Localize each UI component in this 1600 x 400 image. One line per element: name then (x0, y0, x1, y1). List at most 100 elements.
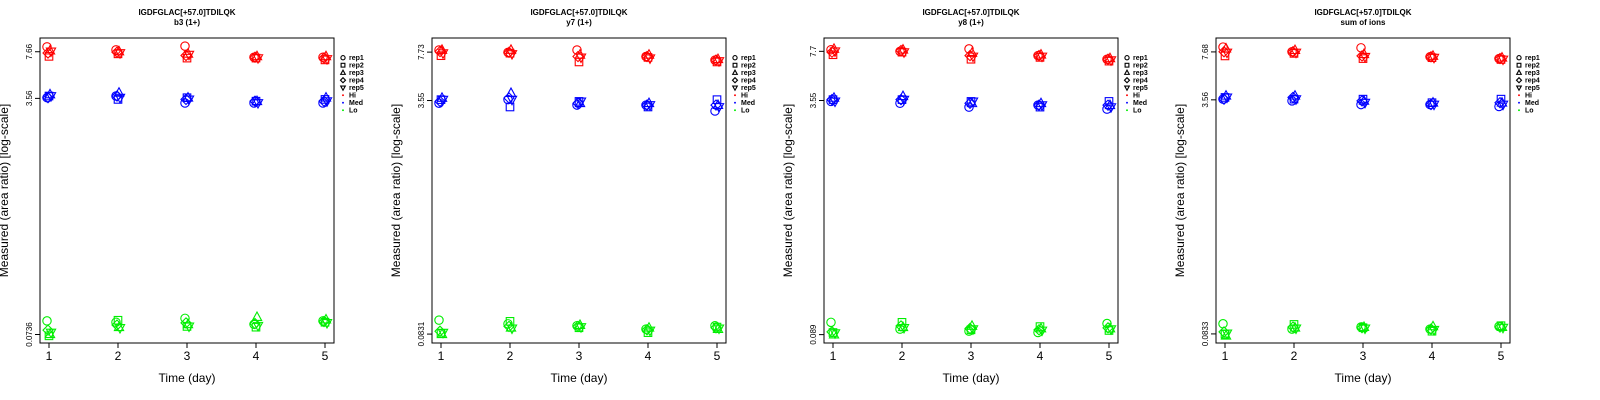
x-tick-label: 1 (830, 349, 837, 363)
x-tick-label: 1 (438, 349, 445, 363)
data-point-med-rep2 (1496, 94, 1506, 104)
legend-label-rep5: rep5 (1525, 85, 1540, 92)
data-point-lo-rep4 (964, 322, 976, 335)
data-point-med-rep4 (318, 95, 330, 108)
legend-label-rep2: rep2 (1525, 63, 1540, 70)
data-point-lo-rep5 (575, 323, 587, 334)
data-point-med-rep3 (1289, 89, 1301, 100)
data-point-med-rep5 (1428, 100, 1440, 111)
data-point-med-rep5 (1359, 98, 1371, 109)
data-point-hi-rep5 (437, 49, 449, 60)
data-point-hi-rep5 (1428, 53, 1440, 64)
data-point-med-rep4 (503, 92, 515, 104)
data-point-lo-rep3 (320, 313, 332, 324)
data-point-lo-rep5 (1359, 324, 1371, 335)
data-point-lo-rep5 (321, 319, 333, 330)
y-tick-label: 3.55 (809, 92, 818, 108)
x-tick-label: 2 (899, 349, 906, 363)
legend-label-lo: Lo (349, 108, 358, 115)
data-point-lo-rep3 (828, 328, 840, 339)
legend-label-hi: Hi (1525, 93, 1532, 100)
data-point-hi-rep4 (1287, 45, 1299, 58)
data-point-hi-rep5 (1036, 52, 1048, 63)
data-point-med-rep5 (45, 92, 57, 103)
data-point-lo-rep5 (114, 324, 126, 335)
chart-title: IGDFGLAC[+57.0]TDILQK (138, 8, 235, 17)
data-point-med-rep2 (505, 102, 515, 112)
legend-marker-hi (1126, 94, 1128, 97)
data-point-hi-rep5 (575, 53, 587, 64)
legend-marker-hi (342, 94, 344, 97)
legend-marker-rep2 (1124, 62, 1130, 68)
data-point-hi-rep5 (252, 54, 264, 65)
data-point-med-rep3 (1427, 96, 1439, 107)
data-point-lo-rep5 (1290, 324, 1302, 335)
x-axis-label: Time (day) (159, 371, 216, 385)
data-point-lo-rep4 (1033, 323, 1045, 336)
data-point-hi-rep5 (45, 47, 57, 58)
data-point-hi-rep1 (180, 41, 190, 51)
legend-marker-rep4 (1515, 76, 1523, 84)
data-point-med-rep4 (42, 91, 54, 104)
x-tick-label: 1 (1222, 349, 1229, 363)
legend-label-rep5: rep5 (1133, 85, 1148, 92)
legend-marker-rep3 (1123, 69, 1131, 75)
legend-marker-rep4 (1123, 76, 1131, 84)
data-point-hi-rep3 (505, 43, 517, 54)
legend-marker-lo (1518, 109, 1520, 112)
data-point-med-rep5 (644, 101, 656, 112)
x-tick-label: 2 (115, 349, 122, 363)
legend-marker-rep5 (731, 85, 739, 92)
data-point-hi-rep3 (643, 48, 655, 59)
data-point-med-rep4 (1033, 99, 1045, 111)
legend-label-med: Med (349, 100, 363, 107)
chart-subtitle: y7 (1+) (566, 18, 592, 27)
chart-title: IGDFGLAC[+57.0]TDILQK (530, 8, 627, 17)
chart-subtitle: y8 (1+) (958, 18, 984, 27)
data-point-lo-rep3 (966, 319, 978, 330)
legend-label-lo: Lo (741, 108, 750, 115)
legend-label-hi: Hi (349, 93, 356, 100)
x-tick-label: 3 (968, 349, 975, 363)
data-point-lo-rep5 (45, 328, 57, 339)
data-point-hi-rep4 (249, 51, 261, 64)
data-point-hi-rep4 (1102, 53, 1114, 66)
data-point-med-rep3 (1035, 97, 1047, 108)
legend-marker-rep3 (1515, 69, 1523, 75)
x-tick-label: 1 (46, 349, 53, 363)
plot-frame (823, 37, 1119, 344)
data-point-hi-rep4 (318, 52, 330, 64)
legend-marker-med (1126, 101, 1128, 104)
data-point-lo-rep4 (1425, 323, 1437, 335)
data-point-med-rep4 (1218, 93, 1230, 105)
data-point-med-rep4 (1425, 98, 1437, 111)
legend-marker-rep5 (1123, 85, 1131, 92)
data-point-lo-rep4 (180, 317, 192, 329)
data-point-med-rep5 (967, 97, 979, 108)
legend-marker-rep2 (1516, 62, 1522, 68)
legend-marker-rep4 (339, 76, 347, 84)
legend-marker-med (342, 101, 344, 104)
x-tick-label: 5 (1498, 349, 1505, 363)
data-point-lo-rep5 (1497, 323, 1509, 334)
data-point-hi-rep4 (1356, 50, 1368, 62)
legend-label-rep4: rep4 (349, 78, 364, 85)
plot-frame (1215, 37, 1511, 344)
y-tick-label: 3.56 (25, 90, 34, 106)
x-tick-label: 4 (1429, 349, 1436, 363)
data-point-med-rep5 (829, 97, 841, 108)
data-point-hi-rep5 (114, 49, 126, 60)
x-tick-label: 2 (1291, 349, 1298, 363)
legend-marker-med (1518, 101, 1520, 104)
legend-label-rep2: rep2 (1133, 63, 1148, 70)
data-point-hi-rep5 (1105, 56, 1117, 67)
legend-marker-rep1 (1124, 55, 1130, 61)
data-point-lo-rep4 (641, 323, 653, 336)
data-point-hi-rep4 (42, 47, 54, 59)
chart-title: IGDFGLAC[+57.0]TDILQK (1314, 8, 1411, 17)
data-point-lo-rep5 (644, 326, 656, 337)
data-point-hi-rep5 (1221, 48, 1233, 59)
